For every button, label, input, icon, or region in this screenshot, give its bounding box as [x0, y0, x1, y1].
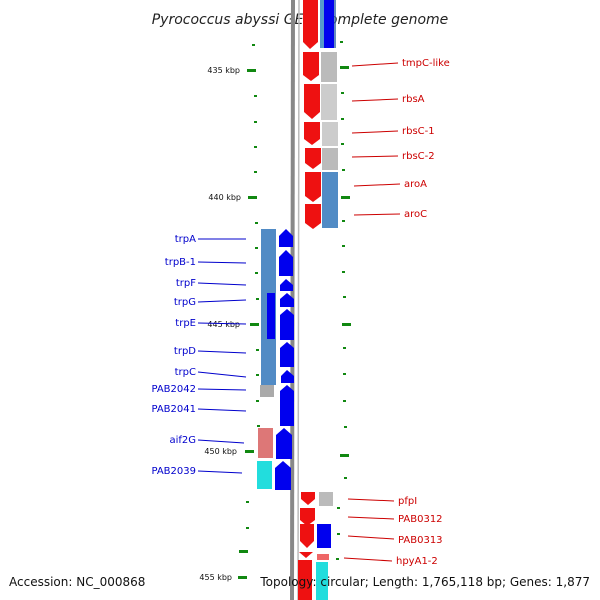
- cog-box: [322, 122, 338, 146]
- gene-arrow: [299, 552, 313, 558]
- tick-label-455: 455 kbp: [199, 573, 232, 582]
- gene-arrow: [303, 52, 319, 81]
- gene-label-tmpC-like: tmpC-like: [402, 58, 450, 69]
- gene-arrow: [304, 122, 320, 145]
- gene-arrow: [305, 204, 321, 229]
- gene-arrow: [298, 560, 312, 600]
- gene-arrow: [280, 342, 294, 367]
- accession-text: Accession: NC_000868: [9, 575, 145, 589]
- gene-arrow: [280, 279, 293, 291]
- gene-label-aif2G: aif2G: [169, 435, 196, 446]
- major-ticks-left: [238, 69, 259, 579]
- cog-box: [316, 562, 328, 600]
- tick-label-445: 445 kbp: [207, 320, 240, 329]
- gene-arrow: [276, 428, 292, 459]
- major-ticks-right: [340, 66, 351, 457]
- gene-label-rbsA: rbsA: [402, 94, 425, 105]
- gene-label-trpC: trpC: [175, 367, 196, 378]
- tick-label-440: 440 kbp: [208, 193, 241, 202]
- cog-box: [258, 428, 273, 458]
- gene-arrow: [305, 148, 321, 169]
- tick-label-450: 450 kbp: [204, 447, 237, 456]
- gene-label-trpG: trpG: [174, 297, 196, 308]
- gene-label-PAB2042: PAB2042: [151, 384, 196, 395]
- genome-backbone-inner: [297, 0, 300, 600]
- gene-arrow: [280, 385, 294, 426]
- minor-ticks-left: [246, 44, 260, 529]
- gene-arrow: [280, 293, 294, 307]
- gene-arrow: [301, 492, 315, 505]
- cog-box: [321, 52, 337, 82]
- gene-label-hpyA1-2: hpyA1-2: [396, 556, 438, 567]
- cog-box: [319, 492, 333, 506]
- forward-strand-genes: [303, 0, 338, 229]
- cog-box: [267, 293, 275, 339]
- cog-box: [317, 554, 329, 560]
- gene-label-aroA: aroA: [404, 179, 427, 190]
- gene-arrow: [300, 524, 314, 548]
- gene-label-trpA: trpA: [175, 234, 196, 245]
- gene-label-rbsC-1: rbsC-1: [402, 126, 435, 137]
- cog-box: [322, 148, 338, 170]
- left-gene-labels: trpA trpB-1 trpF trpG trpE trpD trpC PAB…: [151, 234, 247, 477]
- gene-label-PAB2039: PAB2039: [151, 466, 196, 477]
- gene-label-trpF: trpF: [176, 278, 196, 289]
- map-title: Pyrococcus abyssi GE5, complete genome: [152, 12, 449, 28]
- genome-summary-text: Topology: circular; Length: 1,765,118 bp…: [259, 575, 590, 589]
- gene-arrow: [281, 370, 294, 383]
- gene-label-trpD: trpD: [174, 346, 196, 357]
- gene-label-rbsC-2: rbsC-2: [402, 151, 435, 162]
- tick-label-435: 435 kbp: [207, 66, 240, 75]
- cog-box: [317, 524, 331, 548]
- gene-label-PAB2041: PAB2041: [151, 404, 196, 415]
- cog-box: [321, 84, 337, 120]
- gene-arrow: [304, 84, 320, 119]
- gene-label-aroC: aroC: [404, 209, 427, 220]
- gene-arrow: [305, 172, 321, 202]
- gene-arrow: [300, 508, 315, 526]
- cog-box: [324, 0, 334, 48]
- gene-arrow: [279, 250, 293, 276]
- right-gene-labels: tmpC-like rbsA rbsC-1 rbsC-2 aroA aroC p…: [343, 58, 450, 567]
- gene-label-trpE: trpE: [175, 318, 196, 329]
- gene-arrow: [280, 309, 294, 340]
- gene-label-pfpI: pfpI: [398, 496, 417, 507]
- gene-arrow: [279, 229, 293, 247]
- reverse-strand-genes: [257, 229, 294, 490]
- cog-box: [322, 172, 338, 228]
- gene-label-trpB-1: trpB-1: [165, 257, 196, 268]
- cog-box: [260, 385, 274, 397]
- gene-arrow: [275, 461, 291, 490]
- forward-strand-genes-lower: [298, 492, 333, 600]
- minor-ticks-right: [336, 41, 347, 560]
- cog-box: [257, 461, 272, 489]
- gene-label-PAB0312: PAB0312: [398, 514, 443, 525]
- cog-box: [320, 0, 324, 48]
- gene-label-PAB0313: PAB0313: [398, 535, 443, 546]
- gene-arrow: [303, 0, 318, 49]
